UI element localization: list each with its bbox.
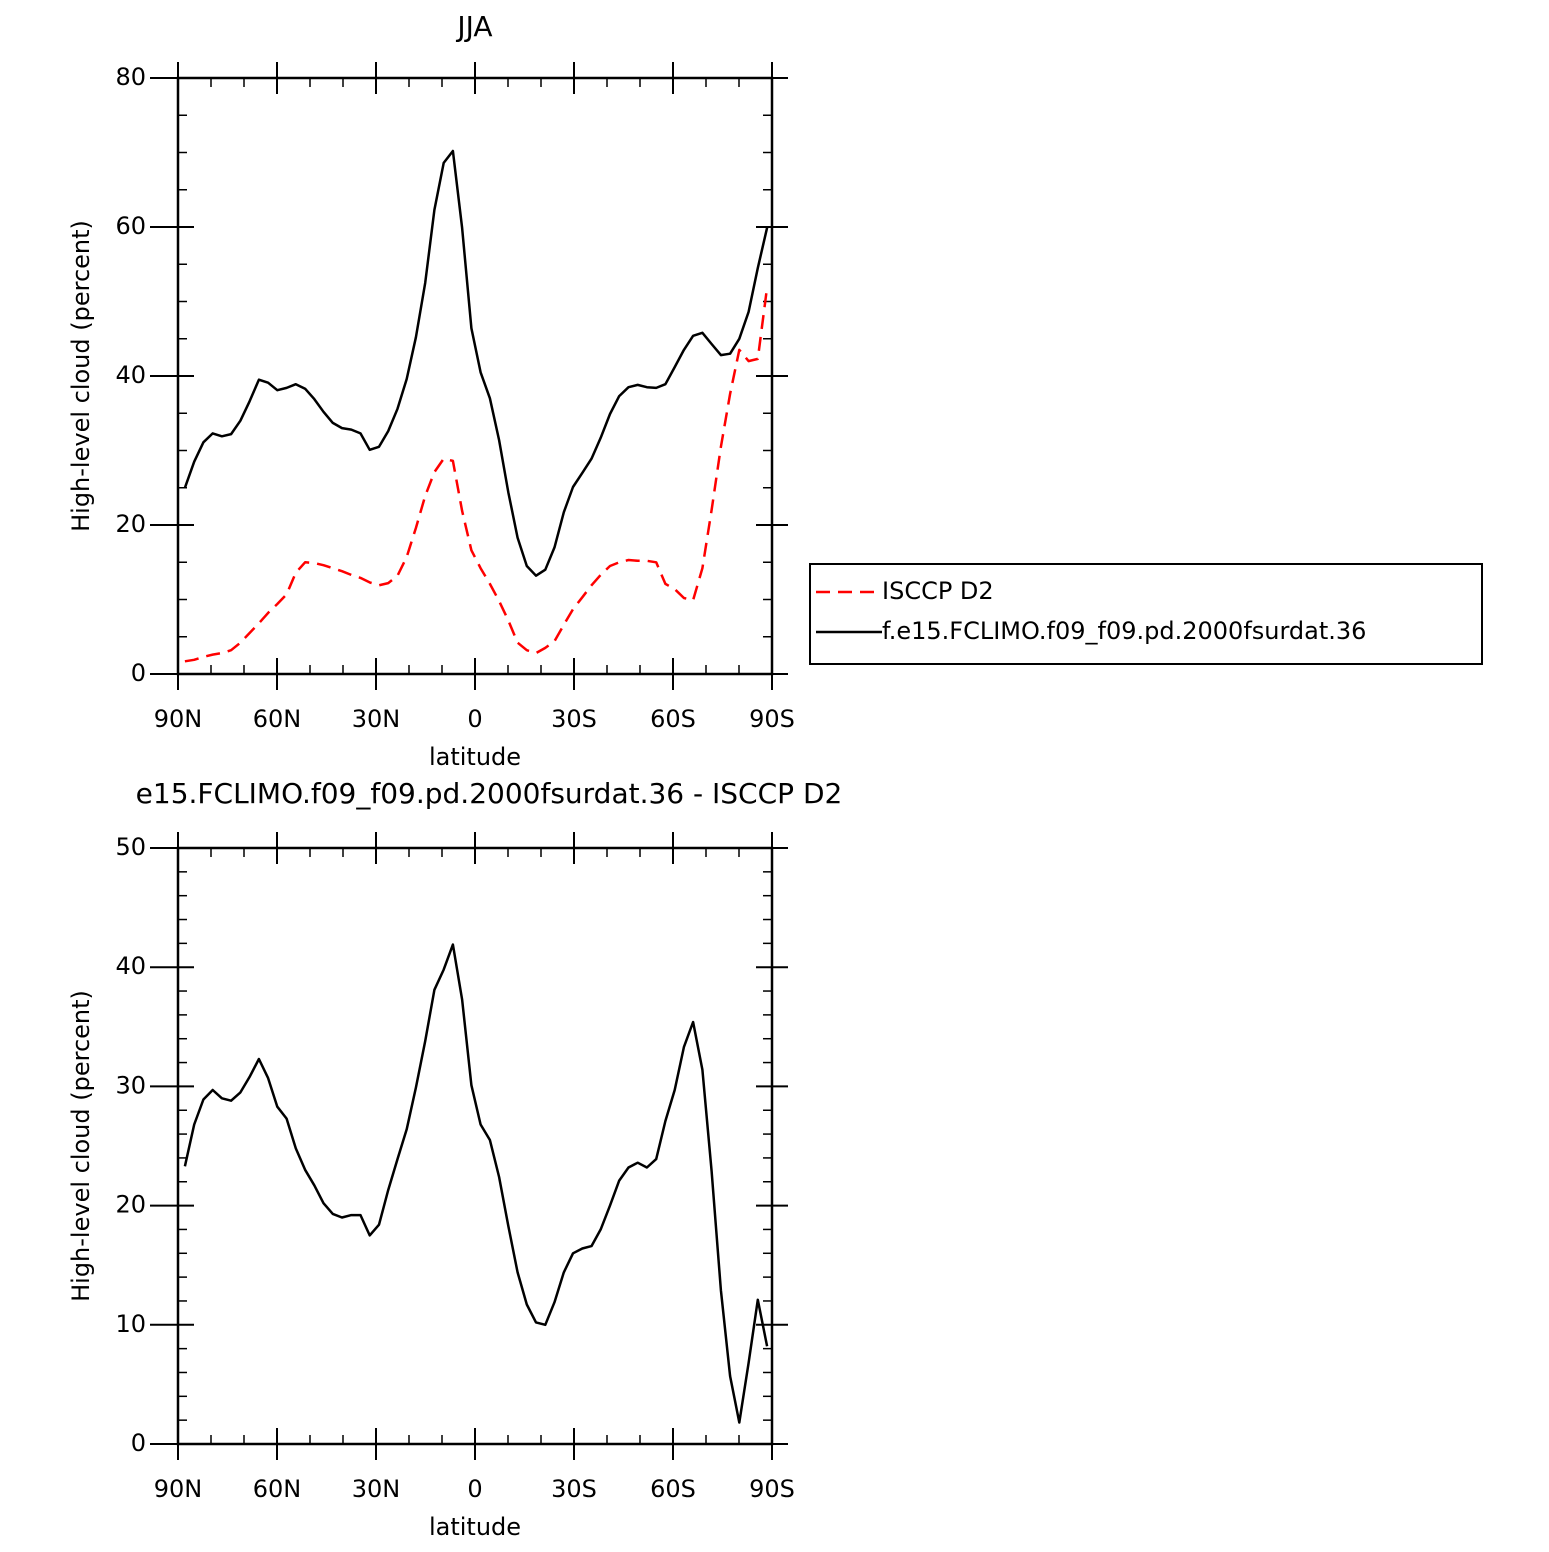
x-tick-label: 60S bbox=[650, 705, 696, 733]
x-tick-label: 90S bbox=[749, 705, 795, 733]
x-axis-label: latitude bbox=[429, 1513, 521, 1541]
y-tick-label: 0 bbox=[131, 659, 146, 687]
y-tick-label: 30 bbox=[115, 1071, 146, 1099]
y-tick-label: 60 bbox=[115, 212, 146, 240]
y-tick-label: 10 bbox=[115, 1310, 146, 1338]
x-tick-label: 30N bbox=[352, 1475, 401, 1503]
chart-title: JJA bbox=[455, 10, 492, 43]
x-tick-label: 30S bbox=[551, 1475, 597, 1503]
y-axis-label: High-level cloud (percent) bbox=[67, 220, 95, 532]
x-tick-label: 30S bbox=[551, 705, 597, 733]
x-tick-label: 0 bbox=[467, 705, 482, 733]
x-tick-label: 90N bbox=[154, 705, 203, 733]
legend-box bbox=[809, 563, 1483, 665]
y-axis-label: High-level cloud (percent) bbox=[67, 990, 95, 1302]
x-tick-label: 60N bbox=[253, 1475, 302, 1503]
x-tick-label: 0 bbox=[467, 1475, 482, 1503]
series-line bbox=[183, 149, 769, 577]
y-tick-label: 40 bbox=[115, 361, 146, 389]
y-tick-label: 50 bbox=[115, 833, 146, 861]
x-axis-label: latitude bbox=[429, 743, 521, 771]
x-tick-label: 90S bbox=[749, 1475, 795, 1503]
legend-label: ISCCP D2 bbox=[882, 577, 994, 605]
chart-title: e15.FCLIMO.f09_f09.pd.2000fsurdat.36 - I… bbox=[136, 777, 843, 810]
plot-frame bbox=[176, 846, 774, 1446]
y-tick-label: 80 bbox=[115, 63, 146, 91]
y-tick-label: 0 bbox=[131, 1429, 146, 1457]
y-tick-label: 40 bbox=[115, 952, 146, 980]
y-tick-label: 20 bbox=[115, 510, 146, 538]
legend-label: f.e15.FCLIMO.f09_f09.pd.2000fsurdat.36 bbox=[882, 617, 1366, 645]
x-tick-label: 60S bbox=[650, 1475, 696, 1503]
x-tick-label: 30N bbox=[352, 705, 401, 733]
series-line bbox=[184, 287, 769, 663]
series-line bbox=[183, 943, 769, 1424]
x-tick-label: 60N bbox=[253, 705, 302, 733]
plot-frame bbox=[176, 76, 774, 676]
y-tick-label: 20 bbox=[115, 1191, 146, 1219]
x-tick-label: 90N bbox=[154, 1475, 203, 1503]
